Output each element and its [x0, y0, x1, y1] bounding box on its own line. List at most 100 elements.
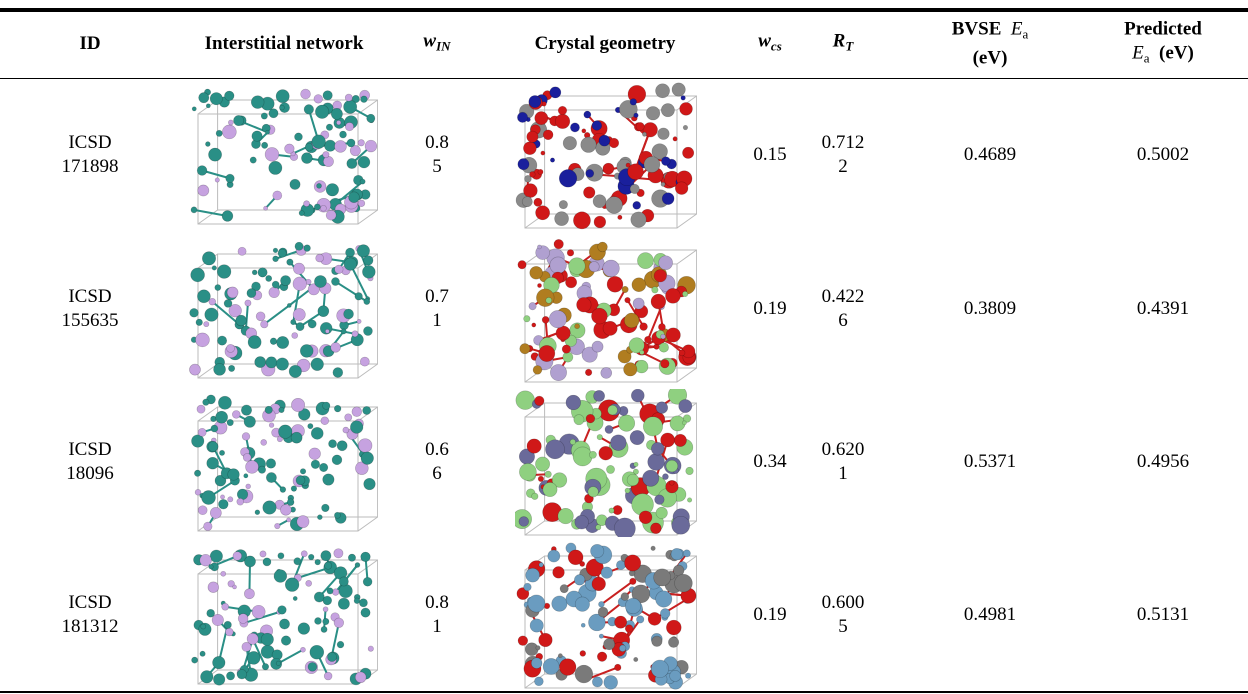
atom [582, 129, 586, 133]
atom [360, 179, 365, 184]
atom [687, 498, 691, 502]
atom [581, 137, 596, 152]
atom [244, 416, 255, 427]
atom [666, 620, 681, 635]
atom [311, 427, 323, 439]
atom [619, 645, 626, 652]
atom [543, 482, 557, 496]
atom [280, 276, 290, 286]
atom [255, 357, 266, 368]
atom [581, 623, 585, 627]
atom [304, 105, 314, 115]
atom [292, 333, 298, 339]
atom [238, 247, 246, 255]
atom [273, 248, 278, 253]
atom [362, 265, 375, 278]
atom [261, 142, 267, 148]
atom [344, 258, 357, 271]
atom [673, 137, 677, 141]
atom [585, 369, 592, 376]
atom [682, 291, 687, 296]
w-in: 0.66 [424, 438, 450, 486]
atom [363, 256, 373, 266]
atom [301, 153, 312, 164]
atom [244, 474, 248, 478]
atom [266, 130, 270, 134]
atom [275, 523, 281, 529]
atom [244, 556, 255, 567]
w-cs: 0.34 [753, 450, 786, 474]
atom [238, 614, 248, 624]
atom [537, 284, 541, 288]
atom [291, 432, 302, 443]
atom [524, 175, 531, 182]
atom [247, 289, 256, 298]
atom [542, 316, 549, 323]
atom [217, 336, 226, 345]
atom [334, 549, 343, 558]
atom [519, 517, 529, 527]
atom [265, 147, 279, 161]
atom [341, 329, 346, 334]
atom [332, 455, 342, 465]
symbol: w [423, 31, 436, 52]
atom [651, 660, 669, 678]
atom [364, 478, 376, 490]
atom [209, 148, 222, 161]
atom [625, 555, 641, 571]
atom [527, 131, 538, 142]
atom [608, 405, 618, 415]
atom [648, 453, 665, 470]
atom [614, 664, 621, 671]
atom [594, 216, 606, 228]
atom [272, 281, 279, 288]
atom [548, 550, 560, 562]
atom [642, 132, 646, 136]
atom [577, 297, 592, 312]
atom [276, 661, 280, 665]
atom [358, 439, 372, 453]
atom [518, 261, 526, 269]
bvse: 0.4981 [964, 603, 1016, 627]
atom [661, 157, 670, 166]
symbol: E [1132, 43, 1144, 64]
atom [584, 111, 591, 118]
atom [651, 442, 664, 455]
w-cs: 0.19 [753, 603, 786, 627]
atom [286, 518, 290, 522]
atom [210, 93, 222, 105]
atom [535, 112, 548, 125]
atom [269, 423, 274, 428]
atom [339, 584, 352, 597]
atom [289, 365, 301, 377]
atom [603, 260, 620, 277]
atom [643, 470, 659, 486]
atom [529, 96, 541, 108]
atom [659, 256, 673, 270]
atom [570, 439, 576, 445]
atom [575, 597, 589, 611]
atom [575, 665, 593, 683]
atom [250, 157, 256, 163]
atom [211, 425, 218, 432]
atom [562, 345, 570, 353]
atom [628, 164, 644, 180]
atom [266, 357, 277, 368]
atom [338, 598, 349, 609]
row-id: ICSD 155635 [57, 285, 123, 333]
atom [575, 324, 580, 329]
atom [363, 406, 371, 414]
header-r-t: RT [833, 30, 854, 59]
atom [311, 358, 324, 371]
atom [213, 656, 226, 669]
atom [655, 495, 665, 505]
atom [222, 603, 229, 610]
atom [675, 182, 688, 195]
atom [331, 108, 342, 119]
atom [674, 434, 686, 446]
atom [666, 460, 678, 472]
atom [258, 466, 265, 473]
atom [631, 389, 644, 402]
atom [630, 430, 644, 444]
atom [209, 298, 216, 305]
